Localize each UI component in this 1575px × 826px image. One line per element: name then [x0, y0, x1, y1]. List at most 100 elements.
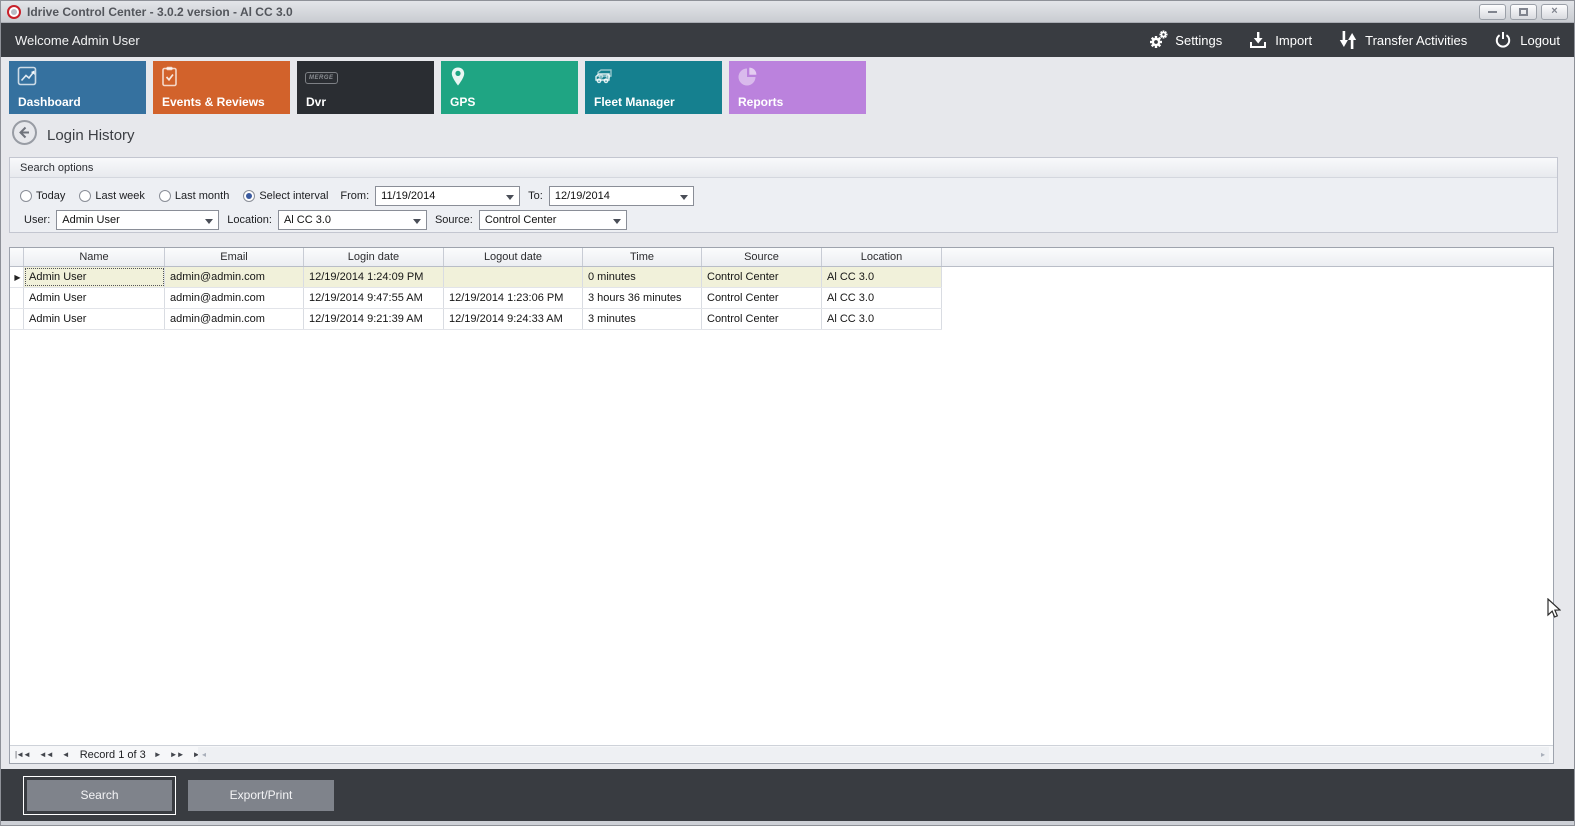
chevron-down-icon — [205, 219, 214, 224]
cell-email[interactable]: admin@admin.com — [165, 267, 304, 287]
column-header-email[interactable]: Email — [165, 248, 304, 266]
search-options-title: Search options — [10, 158, 1557, 178]
settings-gears-icon — [1148, 30, 1168, 50]
cell-location[interactable]: Al CC 3.0 — [822, 267, 942, 287]
column-header-login-date[interactable]: Login date — [304, 248, 444, 266]
cell-login-date[interactable]: 12/19/2014 9:21:39 AM — [304, 309, 444, 329]
radio-select-interval-circle — [243, 190, 256, 202]
cell-logout-date[interactable]: 12/19/2014 9:24:33 AM — [444, 309, 583, 329]
chevron-down-icon — [612, 219, 621, 224]
footer-bar: Search Export/Print — [1, 769, 1574, 821]
minimize-button[interactable] — [1479, 3, 1506, 20]
tile-dvr[interactable]: MERGE Dvr — [297, 61, 434, 114]
location-label: Location: — [227, 214, 272, 226]
export-print-button[interactable]: Export/Print — [188, 779, 334, 811]
user-dropdown[interactable]: Admin User — [56, 210, 220, 230]
cell-name[interactable]: Admin User — [24, 288, 165, 308]
close-button[interactable]: × — [1541, 3, 1568, 20]
table-row[interactable]: ▶ Admin User admin@admin.com 12/19/2014 … — [10, 267, 942, 288]
maximize-icon — [1519, 7, 1528, 16]
cell-email[interactable]: admin@admin.com — [165, 309, 304, 329]
record-counter: Record 1 of 3 — [79, 748, 146, 761]
first-record-button[interactable]: |◄◄ — [15, 750, 31, 759]
cell-time[interactable]: 3 hours 36 minutes — [583, 288, 702, 308]
search-button[interactable]: Search — [27, 779, 172, 811]
logout-button[interactable]: Logout — [1493, 30, 1560, 50]
scroll-right-icon[interactable]: ▸ — [1540, 750, 1545, 759]
radio-last-week[interactable]: Last week — [79, 190, 145, 202]
cell-location[interactable]: Al CC 3.0 — [822, 309, 942, 329]
row-selected-indicator: ▶ — [10, 267, 24, 287]
transfer-arrows-icon — [1338, 30, 1358, 50]
column-header-time[interactable]: Time — [583, 248, 702, 266]
cell-source[interactable]: Control Center — [702, 267, 822, 287]
nav-tiles: Dashboard Events & Reviews MERGE Dvr — [9, 61, 866, 114]
clipboard-check-icon — [161, 66, 179, 93]
cell-source[interactable]: Control Center — [702, 309, 822, 329]
radio-last-month[interactable]: Last month — [158, 190, 229, 202]
cell-time[interactable]: 0 minutes — [583, 267, 702, 287]
from-date-picker[interactable]: 11/19/2014 — [375, 186, 521, 206]
scroll-left-icon[interactable]: ◂ — [202, 750, 207, 759]
column-header-logout-date[interactable]: Logout date — [444, 248, 583, 266]
cell-login-date[interactable]: 12/19/2014 1:24:09 PM — [304, 267, 444, 287]
column-header-location[interactable]: Location — [822, 248, 942, 266]
transfer-activities-button[interactable]: Transfer Activities — [1338, 30, 1467, 50]
to-label: To: — [528, 190, 543, 202]
back-button[interactable] — [11, 119, 38, 151]
search-options-panel: Search options Today Last week Last mont… — [9, 157, 1558, 233]
radio-today-circle — [20, 190, 32, 202]
login-history-grid: Name Email Login date Logout date Time S… — [9, 247, 1554, 764]
prev-page-button[interactable]: ◄◄ — [38, 750, 54, 759]
title-bar: Idrive Control Center - 3.0.2 version - … — [1, 1, 1574, 23]
merge-badge-icon: MERGE — [305, 66, 338, 84]
tile-reports[interactable]: Reports — [729, 61, 866, 114]
radio-last-month-circle — [158, 190, 171, 202]
chevron-down-icon — [412, 219, 421, 224]
page-title: Login History — [47, 126, 135, 144]
column-header-name[interactable]: Name — [24, 248, 165, 266]
settings-button[interactable]: Settings — [1148, 30, 1222, 50]
cell-location[interactable]: Al CC 3.0 — [822, 288, 942, 308]
to-date-picker[interactable]: 12/19/2014 — [548, 186, 694, 206]
import-button[interactable]: Import — [1248, 30, 1312, 50]
source-dropdown[interactable]: Control Center — [478, 210, 627, 230]
next-record-button[interactable]: ► — [153, 750, 162, 759]
top-menu-bar: Welcome Admin User — [1, 23, 1574, 57]
tile-dashboard[interactable]: Dashboard — [9, 61, 146, 114]
window-title: Idrive Control Center - 3.0.2 version - … — [27, 4, 293, 19]
cell-source[interactable]: Control Center — [702, 288, 822, 308]
maximize-button[interactable] — [1510, 3, 1537, 20]
app-logo-icon — [7, 4, 21, 19]
tile-gps[interactable]: GPS — [441, 61, 578, 114]
cell-email[interactable]: admin@admin.com — [165, 288, 304, 308]
cell-logout-date[interactable] — [444, 267, 583, 287]
chevron-down-icon — [679, 195, 688, 200]
cell-name[interactable]: Admin User — [24, 267, 165, 287]
horizontal-scrollbar[interactable]: ◂ ▸ — [198, 747, 1549, 762]
cell-logout-date[interactable]: 12/19/2014 1:23:06 PM — [444, 288, 583, 308]
table-row[interactable]: Admin User admin@admin.com 12/19/2014 9:… — [10, 309, 942, 330]
cell-time[interactable]: 3 minutes — [583, 309, 702, 329]
column-header-source[interactable]: Source — [702, 248, 822, 266]
power-icon — [1493, 30, 1513, 50]
cell-name[interactable]: Admin User — [24, 309, 165, 329]
radio-today[interactable]: Today — [20, 190, 65, 202]
prev-record-button[interactable]: ◄ — [61, 750, 70, 759]
tile-events-reviews[interactable]: Events & Reviews — [153, 61, 290, 114]
location-dropdown[interactable]: Al CC 3.0 — [277, 210, 427, 230]
radio-last-week-circle — [79, 190, 92, 202]
import-download-icon — [1248, 30, 1268, 50]
minimize-icon — [1488, 10, 1497, 13]
mouse-cursor — [1547, 597, 1562, 624]
table-row[interactable]: Admin User admin@admin.com 12/19/2014 9:… — [10, 288, 942, 309]
next-page-button[interactable]: ►► — [169, 750, 185, 759]
search-button-focus-ring: Search — [23, 775, 176, 815]
radio-select-interval[interactable]: Select interval — [243, 190, 328, 202]
tile-fleet-manager[interactable]: Fleet Manager — [585, 61, 722, 114]
cell-login-date[interactable]: 12/19/2014 9:47:55 AM — [304, 288, 444, 308]
line-chart-icon — [17, 66, 39, 93]
fleet-trucks-icon — [593, 66, 621, 93]
user-label: User: — [24, 214, 51, 226]
welcome-text: Welcome Admin User — [15, 32, 140, 48]
